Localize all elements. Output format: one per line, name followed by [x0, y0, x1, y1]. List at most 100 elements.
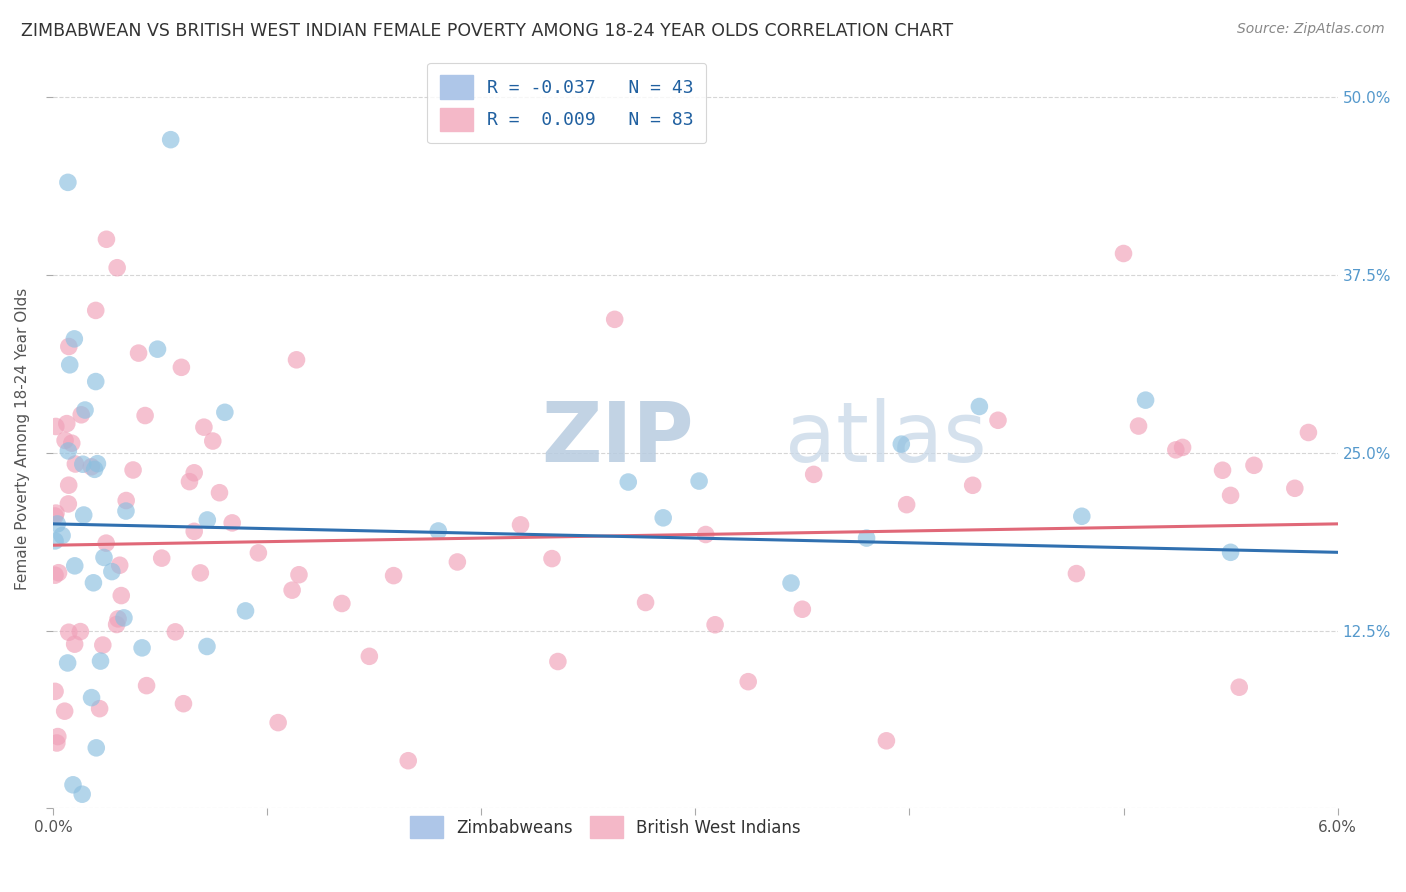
Point — [135, 679, 157, 693]
Point — [1164, 442, 1187, 457]
Point — [101, 565, 124, 579]
Point — [1227, 680, 1250, 694]
Point — [56, 656, 79, 670]
Point — [70, 787, 93, 801]
Point — [73, 508, 96, 522]
Point — [44, 568, 66, 582]
Point — [73, 403, 96, 417]
Point — [60, 436, 83, 450]
Point — [63, 332, 86, 346]
Point — [159, 133, 181, 147]
Point — [58, 444, 80, 458]
Point — [195, 513, 218, 527]
Point — [201, 434, 224, 448]
Point — [84, 303, 107, 318]
Point — [359, 649, 381, 664]
Point — [84, 375, 107, 389]
Point — [58, 339, 80, 353]
Point — [285, 352, 308, 367]
Point — [84, 740, 107, 755]
Point — [65, 457, 87, 471]
Point — [91, 638, 114, 652]
Point — [83, 462, 105, 476]
Point — [1212, 463, 1234, 477]
Point — [56, 175, 79, 189]
Point — [44, 684, 66, 698]
Point — [330, 597, 353, 611]
Point — [183, 524, 205, 539]
Point — [89, 701, 111, 715]
Point — [190, 566, 212, 580]
Point — [128, 346, 150, 360]
Point — [214, 405, 236, 419]
Point — [1298, 425, 1320, 440]
Point — [780, 576, 803, 591]
Text: ZIP: ZIP — [541, 398, 693, 479]
Point — [547, 655, 569, 669]
Point — [46, 516, 69, 531]
Point — [45, 419, 67, 434]
Point — [131, 640, 153, 655]
Point — [1112, 246, 1135, 260]
Point — [446, 555, 468, 569]
Point — [1219, 545, 1241, 559]
Point — [96, 232, 118, 246]
Point — [1171, 441, 1194, 455]
Text: Source: ZipAtlas.com: Source: ZipAtlas.com — [1237, 22, 1385, 37]
Point — [1243, 458, 1265, 473]
Point — [107, 612, 129, 626]
Point — [48, 566, 70, 580]
Point — [69, 624, 91, 639]
Point — [1128, 419, 1150, 434]
Point — [221, 516, 243, 530]
Point — [44, 533, 66, 548]
Point — [45, 736, 67, 750]
Point — [82, 575, 104, 590]
Point — [110, 589, 132, 603]
Point — [179, 475, 201, 489]
Point — [603, 312, 626, 326]
Point — [170, 360, 193, 375]
Point — [382, 568, 405, 582]
Point — [235, 604, 257, 618]
Point — [172, 697, 194, 711]
Point — [695, 527, 717, 541]
Point — [112, 611, 135, 625]
Point — [146, 342, 169, 356]
Point — [134, 409, 156, 423]
Point — [792, 602, 814, 616]
Point — [969, 400, 991, 414]
Point — [105, 260, 128, 275]
Point — [987, 413, 1010, 427]
Point — [122, 463, 145, 477]
Point — [63, 637, 86, 651]
Point — [70, 408, 93, 422]
Point — [53, 434, 76, 448]
Point — [150, 551, 173, 566]
Point — [247, 546, 270, 560]
Point — [704, 617, 727, 632]
Point — [115, 504, 138, 518]
Point — [45, 506, 67, 520]
Point — [737, 674, 759, 689]
Point — [890, 437, 912, 451]
Point — [165, 624, 187, 639]
Point — [53, 704, 76, 718]
Legend: Zimbabweans, British West Indians: Zimbabweans, British West Indians — [404, 810, 807, 845]
Text: atlas: atlas — [785, 398, 987, 479]
Point — [44, 508, 66, 523]
Point — [855, 531, 877, 545]
Point — [105, 617, 128, 632]
Point — [267, 715, 290, 730]
Point — [96, 536, 118, 550]
Point — [59, 358, 82, 372]
Point — [875, 734, 897, 748]
Point — [1284, 481, 1306, 495]
Point — [51, 528, 73, 542]
Point — [396, 754, 419, 768]
Point — [281, 583, 304, 598]
Point — [208, 485, 231, 500]
Point — [62, 778, 84, 792]
Point — [195, 640, 218, 654]
Point — [86, 457, 108, 471]
